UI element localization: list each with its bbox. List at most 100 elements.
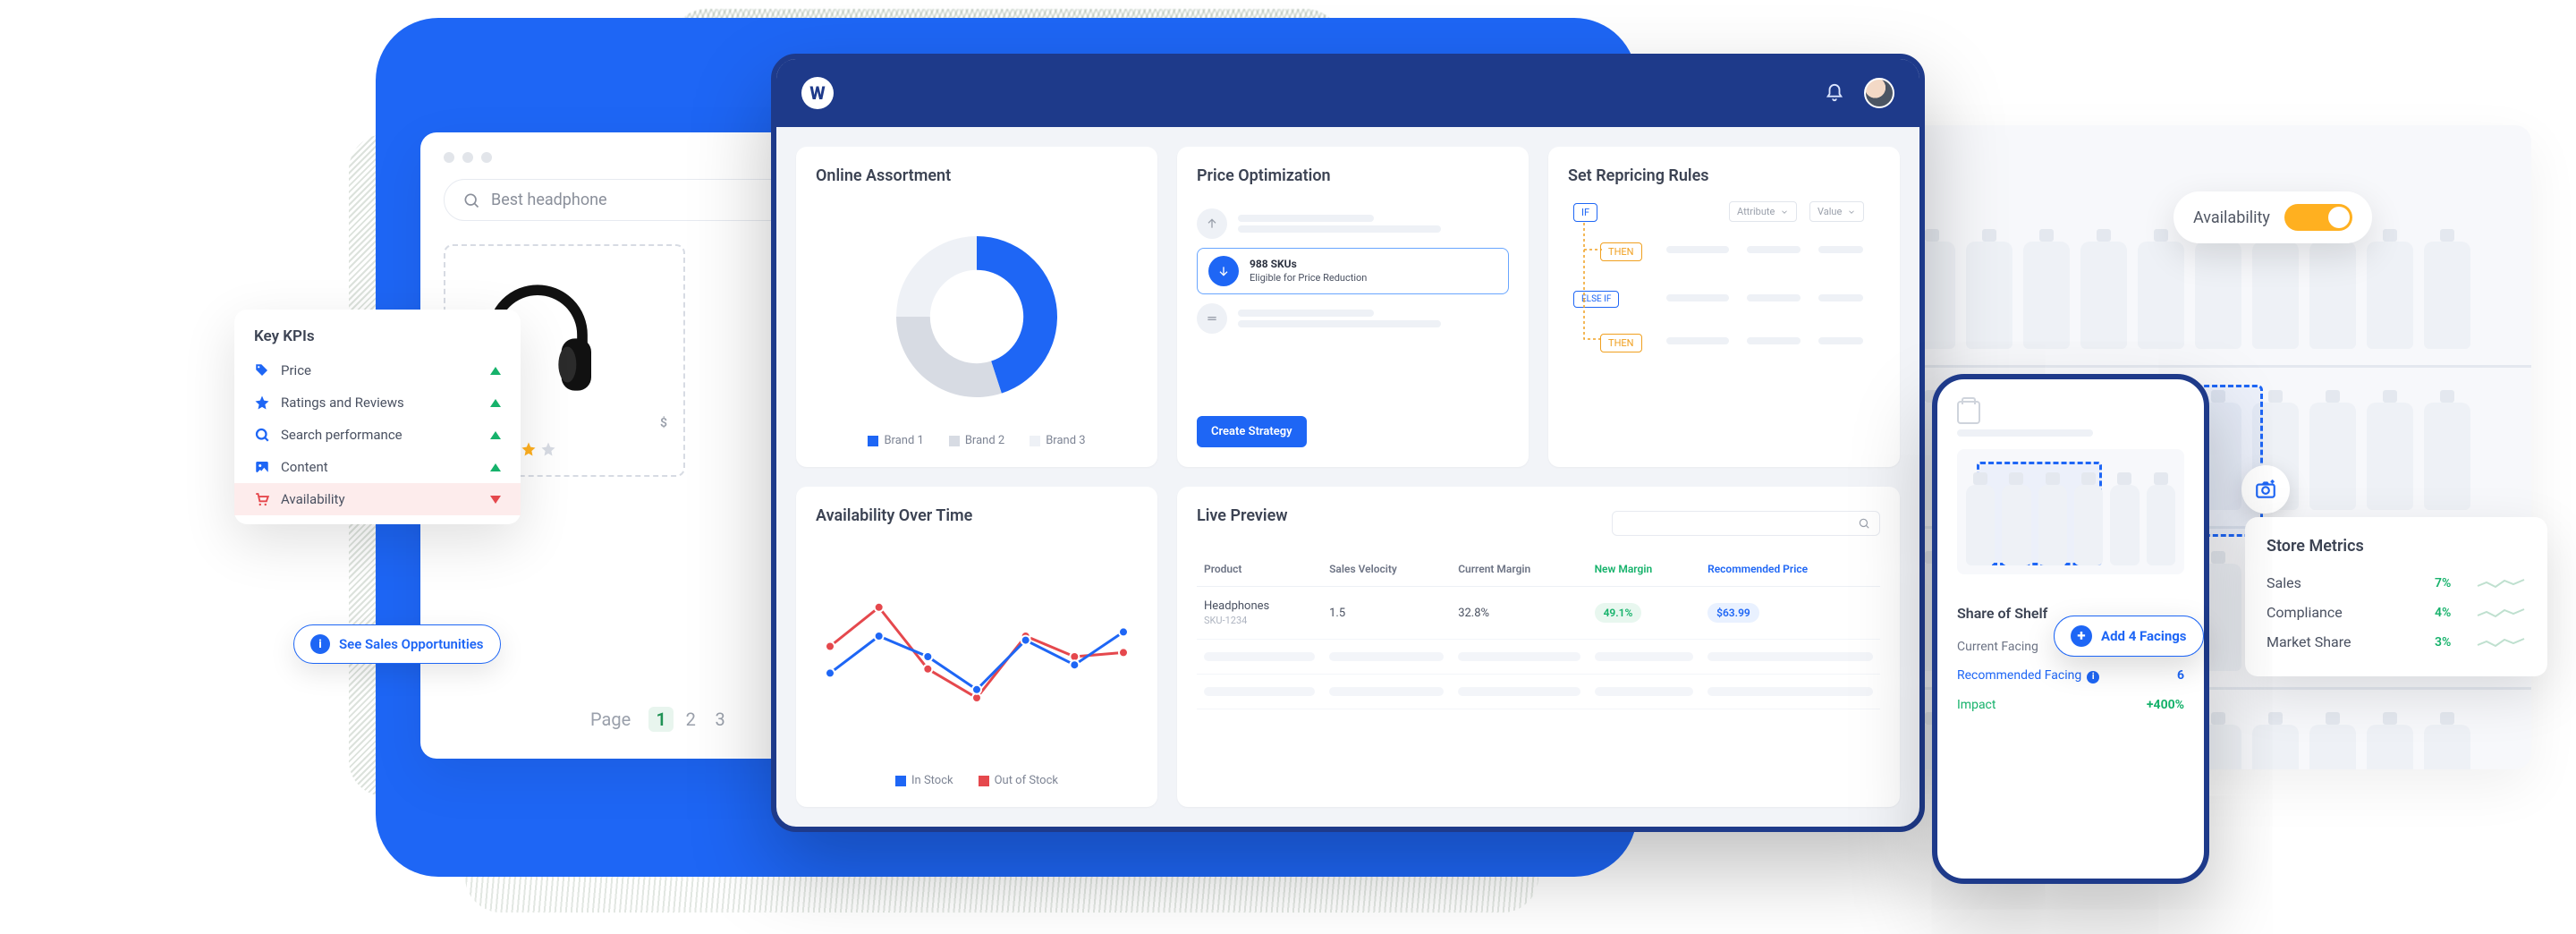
recommended-facing-row[interactable]: Recommended Facingi6 bbox=[1957, 661, 2184, 691]
bell-icon[interactable] bbox=[1825, 83, 1844, 103]
legend-item: Out of Stock bbox=[979, 774, 1058, 787]
metric-pct: 3% bbox=[2435, 635, 2465, 650]
availability-pill: Availability bbox=[2174, 191, 2372, 243]
store-metrics-card: Store Metrics Sales7% Compliance 4% Market … bbox=[2245, 517, 2547, 676]
price-prefix: $ bbox=[660, 416, 667, 430]
trend-up-icon bbox=[490, 431, 501, 439]
brand-logo[interactable]: W bbox=[801, 77, 834, 109]
store-icon bbox=[1957, 401, 1980, 424]
card-live-preview: Live Preview ProductSales VelocityCurren… bbox=[1177, 487, 1900, 807]
availability-toggle[interactable] bbox=[2284, 204, 2352, 231]
availability-line-chart bbox=[816, 581, 1138, 733]
info-icon: i bbox=[2087, 671, 2099, 684]
card-repricing-rules: Set Repricing Rules IF Attribute Value T… bbox=[1548, 147, 1900, 467]
availability-pill-label: Availability bbox=[2193, 208, 2270, 227]
arrow-up-icon bbox=[1205, 217, 1219, 231]
sku-count: 988 SKUs bbox=[1250, 258, 1367, 272]
live-preview-search[interactable] bbox=[1612, 511, 1880, 536]
kpi-label: Price bbox=[281, 362, 311, 378]
legend-item: Brand 3 bbox=[1030, 434, 1085, 447]
trend-up-icon bbox=[490, 399, 501, 407]
add-facings-label: Add 4 Facings bbox=[2101, 628, 2187, 644]
metric-row: Sales7% bbox=[2267, 568, 2526, 598]
table-row bbox=[1197, 640, 1880, 675]
chevron-down-icon bbox=[1847, 208, 1856, 217]
avatar[interactable] bbox=[1864, 78, 1894, 108]
kpi-row[interactable]: Content bbox=[234, 451, 521, 483]
arrow-down-icon bbox=[1216, 264, 1231, 278]
metric-pct: 4% bbox=[2435, 606, 2465, 620]
donut-legend: Brand 1 Brand 2 Brand 3 bbox=[816, 434, 1138, 447]
pagination[interactable]: Page 1 2 3 bbox=[590, 707, 733, 732]
card-price-optimization: Price Optimization 988 SKUsEligible for … bbox=[1177, 147, 1529, 467]
table-header: New Margin bbox=[1588, 552, 1701, 587]
table-row[interactable]: HeadphonesSKU-12341.532.8%49.1%$63.99 bbox=[1197, 587, 1880, 640]
kpi-card: Key KPIs PriceRatings and ReviewsSearch … bbox=[234, 310, 521, 524]
chevron-down-icon bbox=[1780, 208, 1789, 217]
metric-label: Market Share bbox=[2267, 633, 2351, 650]
add-facings-button[interactable]: + Add 4 Facings bbox=[2054, 616, 2204, 657]
kpi-row[interactable]: Price bbox=[234, 354, 521, 386]
camera-button[interactable] bbox=[2241, 465, 2290, 514]
legend-item: In Stock bbox=[895, 774, 953, 787]
store-metrics-title: Store Metrics bbox=[2267, 537, 2526, 556]
sales-opportunities-label: See Sales Opportunities bbox=[339, 636, 484, 652]
card-title: Availability Over Time bbox=[816, 506, 1138, 525]
sparkline bbox=[2476, 634, 2526, 650]
kpi-row[interactable]: Availability bbox=[234, 483, 521, 515]
kpi-row[interactable]: Ratings and Reviews bbox=[234, 386, 521, 419]
page-number[interactable]: 1 bbox=[648, 707, 674, 732]
card-title: Live Preview bbox=[1197, 506, 1288, 525]
live-preview-table: ProductSales VelocityCurrent MarginNew M… bbox=[1197, 552, 1880, 709]
sparkline bbox=[2476, 575, 2526, 591]
card-title: Price Optimization bbox=[1197, 166, 1509, 185]
cart-icon bbox=[254, 491, 270, 507]
table-row bbox=[1197, 675, 1880, 709]
legend-item: Brand 1 bbox=[868, 434, 923, 447]
table-header: Current Margin bbox=[1451, 552, 1587, 587]
legend-item: Brand 2 bbox=[949, 434, 1004, 447]
metric-label: Compliance bbox=[2267, 604, 2343, 621]
metric-row: Compliance 4% bbox=[2267, 598, 2526, 627]
page-number[interactable]: 2 bbox=[678, 707, 703, 732]
dashboard-topbar: W bbox=[776, 59, 1919, 127]
plus-icon: + bbox=[2071, 625, 2092, 647]
kpi-label: Ratings and Reviews bbox=[281, 395, 404, 411]
attribute-select[interactable]: Attribute bbox=[1729, 201, 1797, 222]
card-availability-over-time: Availability Over Time In Stock Out of St… bbox=[796, 487, 1157, 807]
kpi-label: Availability bbox=[281, 491, 345, 507]
impact-row: Impact+400% bbox=[1957, 691, 2184, 719]
rule-connector bbox=[1580, 223, 1607, 366]
page-number[interactable]: 3 bbox=[708, 707, 733, 732]
price-opt-highlight[interactable]: 988 SKUsEligible for Price Reduction bbox=[1197, 248, 1509, 294]
pager-label: Page bbox=[590, 709, 631, 730]
tag-icon bbox=[254, 362, 270, 378]
card-title: Online Assortment bbox=[816, 166, 1138, 185]
table-header: Product bbox=[1197, 552, 1322, 587]
search-icon bbox=[254, 427, 270, 443]
value-select[interactable]: Value bbox=[1809, 201, 1864, 222]
search-placeholder: Best headphone bbox=[491, 191, 607, 209]
phone-shelf bbox=[1957, 449, 2184, 574]
kpi-row[interactable]: Search performance bbox=[234, 419, 521, 451]
trend-up-icon bbox=[490, 463, 501, 471]
search-icon bbox=[1858, 517, 1870, 530]
sku-sublabel: Eligible for Price Reduction bbox=[1250, 272, 1367, 284]
table-header: Recommended Price bbox=[1700, 552, 1880, 587]
trend-down-icon bbox=[490, 496, 501, 504]
info-icon: i bbox=[310, 634, 330, 654]
dashboard-window: W Online Assortment Brand 1Brand 2Brand … bbox=[771, 54, 1925, 832]
availability-legend: In Stock Out of Stock bbox=[816, 774, 1138, 787]
equals-icon bbox=[1205, 311, 1219, 326]
search-icon bbox=[462, 191, 480, 209]
image-icon bbox=[254, 459, 270, 475]
table-header: Sales Velocity bbox=[1322, 552, 1451, 587]
star-icon bbox=[254, 395, 270, 411]
list-item bbox=[1197, 294, 1509, 343]
metric-pct: 7% bbox=[2435, 576, 2465, 590]
card-title: Set Repricing Rules bbox=[1568, 166, 1880, 185]
kpi-label: Content bbox=[281, 459, 328, 475]
sales-opportunities-button[interactable]: i See Sales Opportunities bbox=[293, 624, 501, 664]
camera-icon bbox=[2254, 478, 2277, 501]
create-strategy-button[interactable]: Create Strategy bbox=[1197, 416, 1307, 447]
